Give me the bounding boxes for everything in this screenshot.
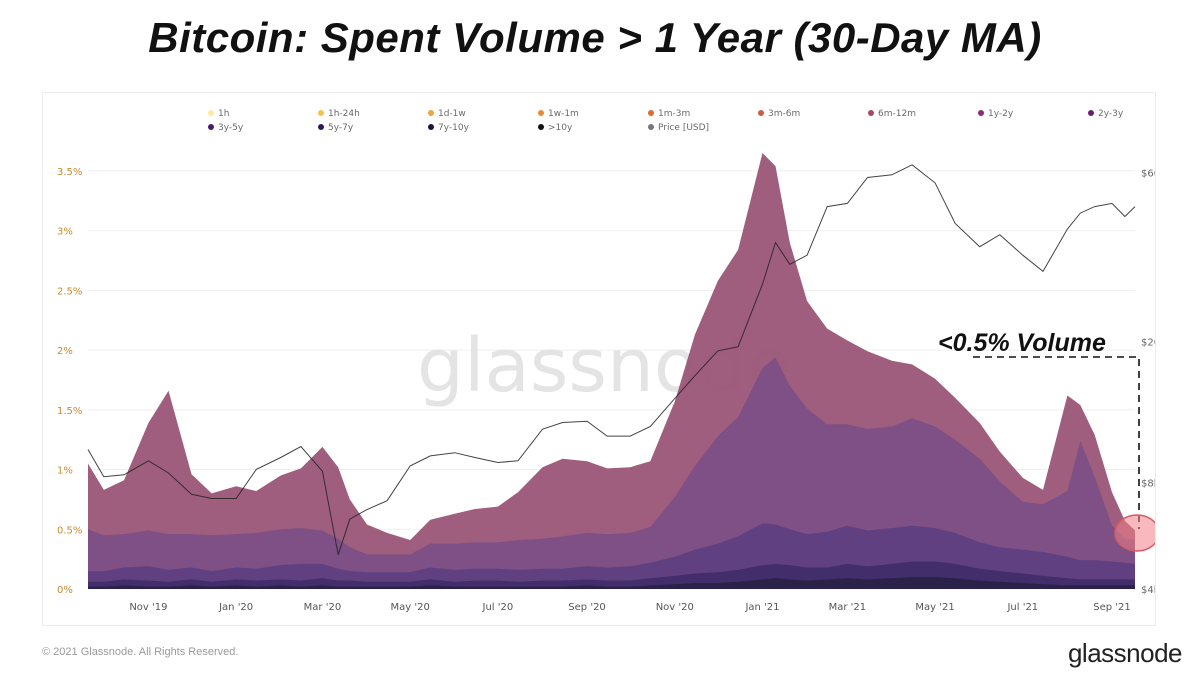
chart-svg: 1h 1h-24h 1d-1w 1w-1m 1m-3m 3m-6m 6m-12m 1y-2y 2…: [57, 109, 1155, 613]
x-tick-label: Mar '20: [304, 602, 342, 613]
y-tick-label: 3%: [57, 227, 73, 238]
legend-label: 5y-7y: [328, 123, 354, 133]
x-tick-label: Sep '21: [1093, 602, 1131, 613]
copyright-text: © 2021 Glassnode. All Rights Reserved.: [42, 646, 239, 658]
legend-swatch: [318, 124, 324, 130]
price-series: [87, 164, 1136, 555]
y-tick-label: 0%: [57, 585, 73, 596]
legend-swatch: [648, 110, 654, 116]
legend-swatch: [428, 110, 434, 116]
legend-label: >10y: [548, 123, 573, 133]
legend-swatch: [318, 110, 324, 116]
annotation-group: <0.5% Volume: [938, 329, 1155, 552]
area-band-7y-10y: [88, 577, 1135, 589]
legend-label: 7y-10y: [438, 123, 470, 133]
legend-swatch: [1088, 110, 1094, 116]
legend-label: 1y-2y: [988, 109, 1014, 119]
price-line: [87, 164, 1136, 555]
volume-areas: [88, 153, 1135, 589]
x-tick-label: Jan '21: [744, 602, 779, 613]
y-tick-label: 1%: [57, 466, 73, 477]
legend-swatch: [428, 124, 434, 130]
y-tick-label: 2%: [57, 346, 73, 357]
legend-label: 6m-12m: [878, 109, 916, 119]
y-tick-label: 0.5%: [57, 525, 82, 536]
y-axis-right: $4k $8k $20k $60k: [1141, 168, 1155, 596]
legend-label: 1h: [218, 109, 229, 119]
x-tick-label: Sep '20: [568, 602, 606, 613]
y2-tick-label: $4k: [1141, 585, 1155, 596]
y2-tick-label: $60k: [1141, 168, 1155, 179]
x-tick-label: May '21: [915, 602, 954, 613]
x-tick-label: Jan '20: [218, 602, 253, 613]
legend-swatch: [868, 110, 874, 116]
chart-title: Bitcoin: Spent Volume > 1 Year (30-Day M…: [148, 14, 1042, 61]
legend-swatch: [758, 110, 764, 116]
y-tick-label: 3.5%: [57, 167, 82, 178]
y-tick-label: 2.5%: [57, 286, 82, 297]
legend-label: 1h-24h: [328, 109, 360, 119]
x-tick-label: Jul '21: [1006, 602, 1038, 613]
legend-swatch: [648, 124, 654, 130]
legend-swatch: [208, 110, 214, 116]
y-tick-label: 1.5%: [57, 406, 82, 417]
legend-swatch: [538, 124, 544, 130]
legend-label: 1w-1m: [548, 109, 579, 119]
legend-label: 2y-3y: [1098, 109, 1124, 119]
annotation-leader-line: [973, 356, 1140, 529]
y2-tick-label: $8k: [1141, 478, 1155, 489]
brand-logo: glassnode: [1067, 638, 1183, 668]
legend-label: 3m-6m: [768, 109, 800, 119]
y2-tick-label: $20k: [1141, 337, 1155, 348]
x-tick-label: May '20: [390, 602, 429, 613]
x-tick-label: Nov '19: [129, 602, 167, 613]
x-tick-label: Nov '20: [656, 602, 694, 613]
legend-label: 1m-3m: [658, 109, 690, 119]
legend-label: 1d-1w: [438, 109, 466, 119]
y-axis-left: 0% 0.5% 1% 1.5% 2% 2.5% 3% 3.5%: [57, 167, 82, 596]
x-tick-label: Mar '21: [829, 602, 867, 613]
legend-label: Price [USD]: [658, 123, 709, 133]
x-axis: Nov '19 Jan '20 Mar '20 May '20 Jul '20 Sep '…: [129, 602, 1130, 613]
legend-label: 3y-5y: [218, 123, 244, 133]
legend-swatch: [538, 110, 544, 116]
chart-panel: 1h 1h-24h 1d-1w 1w-1m 1m-3m 3m-6m 6m-12m 1y-2y 2…: [42, 92, 1156, 626]
legend-swatch: [208, 124, 214, 130]
annotation-label: <0.5% Volume: [938, 329, 1106, 357]
legend-swatch: [978, 110, 984, 116]
x-tick-label: Jul '20: [482, 602, 514, 613]
highlight-circle: [1114, 514, 1155, 552]
legend: 1h 1h-24h 1d-1w 1w-1m 1m-3m 3m-6m 6m-12m 1y-2y 2…: [208, 109, 1124, 133]
